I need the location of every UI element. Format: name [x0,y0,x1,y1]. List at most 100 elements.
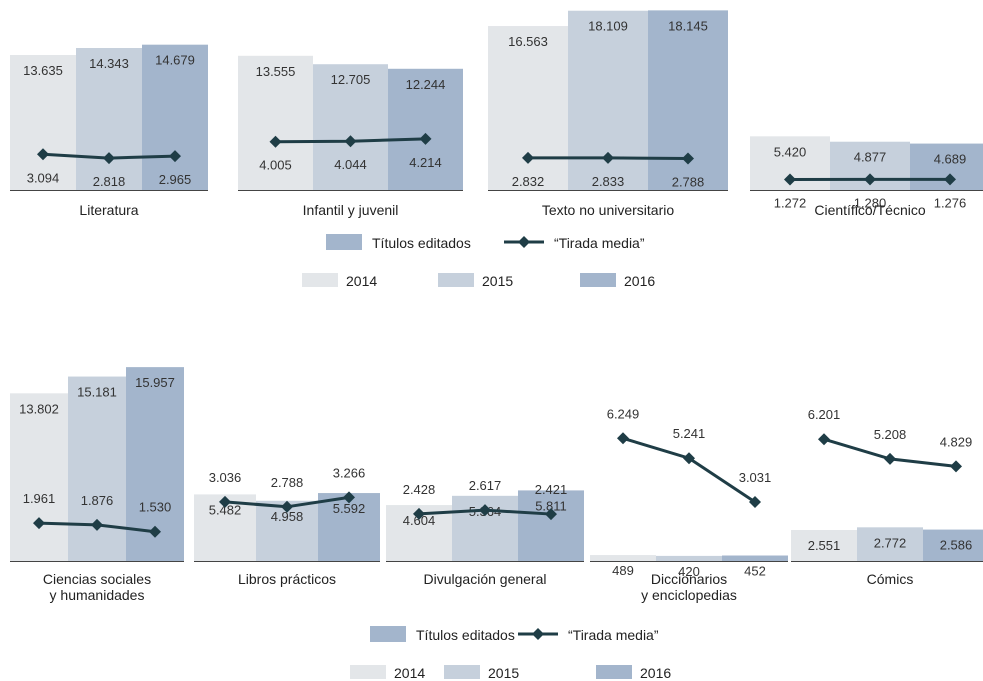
tirada-value-label-2014: 6.249 [607,406,640,421]
tirada-value-label-2015: 1.280 [854,195,887,210]
bar-titulos-2014 [10,393,68,561]
category-label: Infantil y juvenil [303,202,399,218]
tirada-point-2015 [103,152,115,165]
tirada-value-label-2014: 6.201 [808,407,841,422]
tirada-value-label-2016: 1.276 [934,195,967,210]
tirada-value-label-2016: 2.965 [159,172,192,187]
tirada-value-label-2014: 1.272 [774,195,807,210]
group-1-3: 16.563 18.109 18.145 2.832 2.833 2.788 Texto n… [488,10,728,218]
group-2-3: 4.6045.3645.8112.4282.6172.421Divulgació… [386,478,584,587]
tirada-point-2016 [950,460,962,473]
legend-titulos-label: Títulos editados [372,235,471,251]
bar-value-label-2016: 14.679 [155,53,195,68]
category-label: Texto no universitario [542,202,675,218]
tirada-point-2016 [149,525,161,538]
tirada-value-label-2015: 4.044 [334,157,367,172]
tirada-value-label-2016: 4.214 [409,155,442,170]
legend-tirada-label: “Tirada media” [554,235,645,251]
category-label: y enciclopedias [641,587,737,603]
group-2-2: 5.482 4.958 5.592 3.036 2.788 3.266 Libros prá… [194,465,380,587]
bar-value-label-2016: 15.957 [135,375,175,390]
legend-series: Títulos editados “Tirada media” [370,626,659,643]
tirada-value-label-2015: 2.788 [271,475,304,490]
tirada-value-label-2014: 2.832 [512,174,545,189]
bar-titulos-2015 [857,527,923,561]
tirada-point-2015 [479,504,491,517]
bar-titulos-2014 [590,555,656,561]
tirada-point-2016 [545,508,557,521]
bar-value-label-2015: 14.343 [89,56,129,71]
tirada-point-2014 [784,173,796,186]
tirada-point-2014 [219,495,231,508]
bar-value-label-2014: 2.551 [808,538,841,553]
category-label: Divulgación general [424,571,547,587]
tirada-value-label-2014: 4.005 [259,158,292,173]
tirada-value-label-2016: 1.530 [139,500,172,515]
tirada-value-label-2016: 3.031 [739,470,772,485]
tirada-value-label-2014: 3.036 [209,470,242,485]
tirada-value-label-2015: 5.241 [673,426,706,441]
category-label: Científico/Técnico [814,202,925,218]
legend-year-label-2016: 2016 [624,273,655,289]
bar-titulos-2016 [722,555,788,561]
bar-titulos-2015 [76,48,142,190]
legend-titulos-swatch [326,234,362,250]
legend-year-swatch-2014 [302,273,338,287]
legend-year-swatch-2015 [444,665,480,679]
legend-tirada-marker [532,628,544,640]
legend-year-label-2014: 2014 [346,273,377,289]
tirada-point-2015 [683,452,695,465]
tirada-value-label-2014: 1.961 [23,491,56,506]
legend-years: 2014 2015 2016 [302,273,655,289]
tirada-point-2015 [884,452,896,465]
bar-titulos-2016 [388,68,463,190]
bar-titulos-2015 [313,64,388,190]
bar-value-label-2014: 4.604 [403,513,436,528]
group-1-4: 5.420 4.877 4.689 1.272 1.280 1.276 Científico… [750,136,983,218]
tirada-point-2014 [33,517,45,530]
chart-panel-2: 13.802 15.181 15.957 1.961 1.876 1.530 Ciencia… [10,367,983,681]
legend-tirada-marker [518,236,530,248]
bar-value-label-2015: 15.181 [77,385,117,400]
tirada-point-2015 [864,173,876,186]
tirada-value-label-2015: 2.833 [592,174,625,189]
bar-value-label-2016: 12.244 [406,77,446,92]
bar-value-label-2014: 5.420 [774,144,807,159]
tirada-value-label-2015: 2.617 [469,478,502,493]
bar-titulos-2015 [68,376,126,561]
bar-titulos-2016 [142,44,208,190]
legend-year-swatch-2015 [438,273,474,287]
bar-value-label-2014: 5.482 [209,502,242,517]
tirada-point-2016 [749,495,761,508]
bar-value-label-2016: 4.689 [934,152,967,167]
bar-value-label-2015: 18.109 [588,19,628,34]
bar-value-label-2015: 12.705 [331,72,371,87]
bar-titulos-2016 [910,143,983,190]
category-label: Literatura [79,202,138,218]
legend-year-label-2016: 2016 [640,665,671,681]
category-label: Diccionarios [651,571,727,587]
category-label: Cómics [867,571,914,587]
bar-value-label-2015: 2.772 [874,535,907,550]
tirada-value-label-2015: 5.208 [874,427,907,442]
bar-titulos-2016 [518,490,584,561]
tirada-point-2016 [682,152,694,165]
bar-titulos-2014 [791,530,857,561]
tirada-value-label-2016: 3.266 [333,465,366,480]
group-2-1: 13.802 15.181 15.957 1.961 1.876 1.530 Ciencia… [10,367,184,603]
group-1-2: 13.555 12.705 12.244 4.005 4.044 4.214 Infanti… [238,55,463,218]
bar-titulos-2014 [238,55,313,191]
bar-value-label-2014: 489 [612,563,634,578]
tirada-point-2016 [944,173,956,186]
legend-titulos-label: Títulos editados [416,627,515,643]
tirada-point-2016 [343,491,355,504]
bar-value-label-2014: 16.563 [508,34,548,49]
bar-titulos-2014 [10,55,76,190]
legend-year-swatch-2014 [350,665,386,679]
tirada-line [622,436,756,504]
tirada-point-2014 [37,148,49,161]
tirada-point-2016 [169,150,181,163]
legend-year-swatch-2016 [580,273,616,287]
tirada-value-label-2016: 4.829 [940,434,973,449]
